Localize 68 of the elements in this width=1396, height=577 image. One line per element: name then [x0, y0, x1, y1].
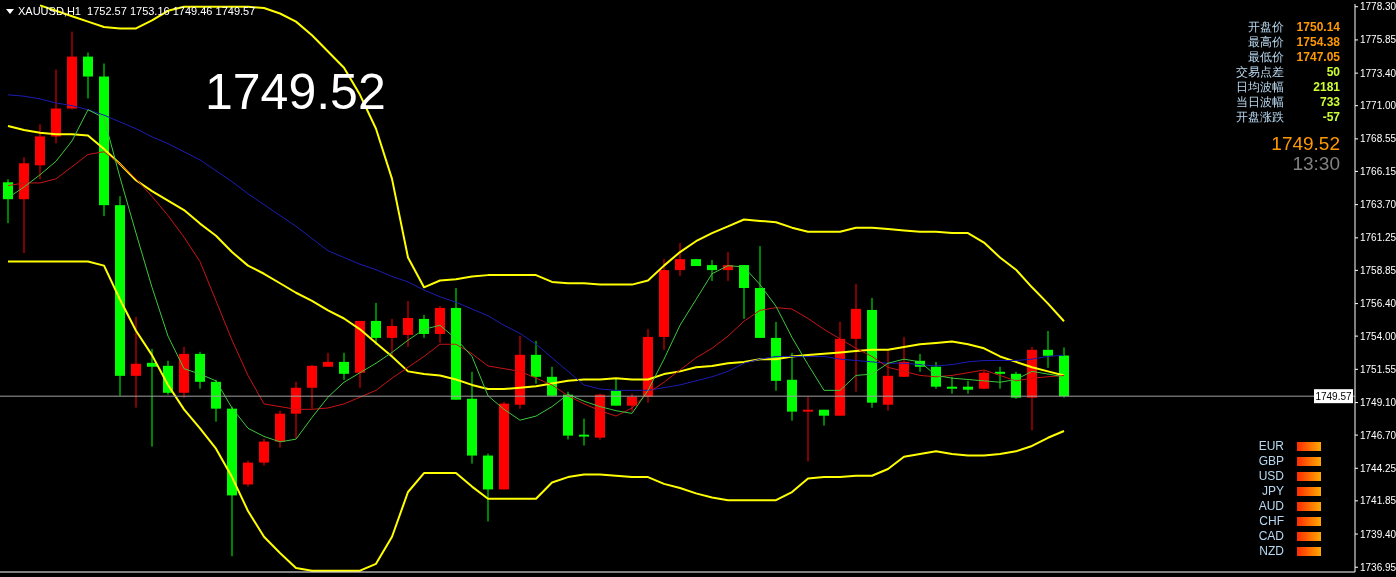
candlestick — [387, 318, 397, 357]
y-tick-label: 1771.00 — [1360, 100, 1396, 112]
candlestick — [995, 366, 1005, 390]
y-tick-label: 1763.70 — [1360, 199, 1396, 211]
text: 13:30 — [1292, 153, 1340, 175]
candlestick — [579, 418, 589, 447]
candlestick — [611, 378, 621, 407]
text: 1750.14 — [1296, 20, 1340, 35]
y-tick-label: 1766.15 — [1360, 165, 1396, 177]
text: CAD — [1258, 529, 1284, 544]
candlestick — [803, 396, 813, 463]
candlestick — [675, 242, 685, 277]
text: 当日波幅 — [1236, 95, 1284, 110]
candlestick — [339, 352, 349, 381]
y-tick-label: 1754.00 — [1360, 330, 1396, 342]
y-tick-label: 1751.55 — [1360, 363, 1396, 375]
y-tick-label: 1746.70 — [1360, 429, 1396, 441]
y-tick-label: 1744.25 — [1360, 462, 1396, 474]
text: 1747.05 — [1296, 50, 1340, 65]
text: 1754.38 — [1296, 35, 1340, 50]
candlestick — [259, 438, 269, 467]
y-tick-label: 1756.40 — [1360, 298, 1396, 310]
candlestick — [1043, 330, 1053, 369]
candlestick — [947, 376, 957, 395]
candlestick — [403, 300, 413, 348]
y-tick-label: 1775.85 — [1360, 34, 1396, 46]
y-tick-label: 1739.40 — [1360, 528, 1396, 540]
text: 开盘涨跌 — [1236, 110, 1284, 125]
text: 733 — [1319, 95, 1340, 110]
y-tick-label: 1749.10 — [1360, 397, 1396, 409]
y-tick-label: 1761.25 — [1360, 232, 1396, 244]
text: USD — [1258, 469, 1284, 484]
candlestick — [371, 302, 381, 346]
candlestick — [819, 409, 829, 427]
text: -57 — [1322, 110, 1340, 125]
text: NZD — [1259, 544, 1284, 559]
candlestick — [707, 259, 717, 282]
candlestick — [131, 316, 141, 409]
text: 50 — [1326, 65, 1340, 80]
y-tick-label: 1768.55 — [1360, 133, 1396, 145]
text: CHF — [1259, 514, 1284, 529]
y-tick-label: 1773.40 — [1360, 67, 1396, 79]
y-tick-label: 1758.85 — [1360, 264, 1396, 276]
candlestick — [739, 264, 749, 320]
y-tick-label: 1736.95 — [1360, 561, 1396, 573]
ref-line-label: 1749.57 — [1315, 391, 1353, 403]
text: 开盘价 — [1248, 20, 1284, 35]
candlestick — [3, 178, 13, 224]
candlestick — [243, 460, 253, 487]
candlestick — [147, 348, 157, 448]
text: 2181 — [1313, 80, 1340, 95]
text: 1749.52 — [1271, 133, 1340, 155]
text: 最低价 — [1248, 50, 1284, 65]
text: EUR — [1258, 439, 1284, 454]
y-tick-label: 1778.30 — [1360, 1, 1396, 13]
line-series — [7, 260, 1065, 572]
candlestick — [531, 340, 541, 385]
candlestick — [963, 380, 973, 395]
text: 日均波幅 — [1236, 80, 1284, 95]
y-tick-label: 1741.85 — [1360, 495, 1396, 507]
text: 最高价 — [1248, 35, 1284, 50]
candlestick — [83, 52, 93, 99]
candlestick — [323, 352, 333, 368]
text: 交易点差 — [1236, 65, 1284, 80]
text: JPY — [1261, 484, 1284, 499]
text: AUD — [1258, 499, 1284, 514]
text: GBP — [1258, 454, 1284, 469]
candlestick — [307, 364, 317, 410]
